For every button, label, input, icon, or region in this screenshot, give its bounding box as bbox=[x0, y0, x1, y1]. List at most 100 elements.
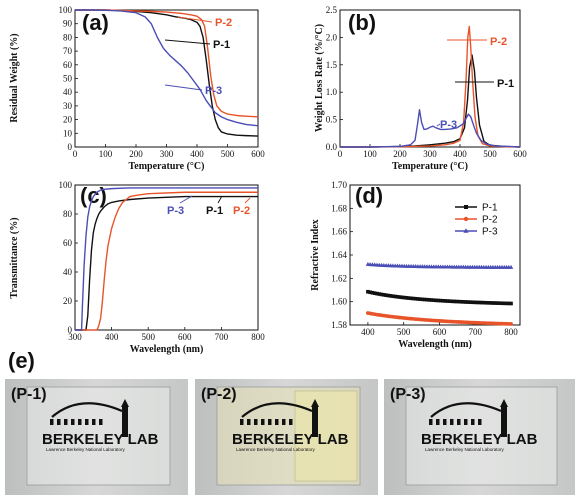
data-point-p-1 bbox=[468, 300, 472, 304]
data-point-p-1 bbox=[500, 301, 504, 306]
x-axis-label: Wavelength (nm) bbox=[398, 339, 472, 350]
data-point-p-1 bbox=[509, 301, 513, 306]
panel-refractive-index: 400 500 600 700 800 1.58 1.60 1.62 1.64 1.66 1.68 1… bbox=[310, 180, 521, 350]
x-tick-label: 500 bbox=[483, 149, 497, 159]
data-point-p-1 bbox=[427, 298, 432, 302]
x-tick-label: 300 bbox=[68, 332, 82, 342]
logo-column bbox=[429, 419, 433, 425]
logo-subtext: Lawrence Berkeley National Laboratory bbox=[46, 447, 126, 452]
logo-spire bbox=[311, 399, 319, 407]
data-point-p-1 bbox=[461, 300, 466, 304]
logo-arc bbox=[430, 402, 502, 418]
logo-tower bbox=[122, 407, 128, 437]
data-point-p-1 bbox=[441, 298, 445, 303]
x-tick-label: 100 bbox=[99, 149, 113, 159]
y-tick-label: 2.0 bbox=[326, 32, 338, 42]
series-annotation: P-1 bbox=[497, 78, 514, 90]
annotation-leader bbox=[164, 84, 203, 91]
data-point-p-1 bbox=[475, 300, 479, 305]
x-tick-label: 400 bbox=[190, 149, 204, 159]
logo-subtext: Lawrence Berkeley National Laboratory bbox=[425, 447, 505, 452]
annotation-leader bbox=[217, 195, 223, 204]
logo-column bbox=[64, 419, 68, 425]
logo-text: BERKELEY LAB bbox=[232, 431, 349, 448]
data-point-p-1 bbox=[434, 298, 438, 303]
y-tick-label: 1.66 bbox=[331, 227, 347, 237]
data-point-p-1 bbox=[502, 301, 507, 306]
x-tick-label: 600 bbox=[513, 149, 527, 159]
data-point-p-1 bbox=[466, 300, 470, 304]
data-point-p-1 bbox=[486, 301, 491, 305]
logo-tower bbox=[312, 407, 318, 437]
annotation-leader bbox=[436, 123, 441, 127]
data-point-p-1 bbox=[388, 294, 393, 298]
data-point-p-1 bbox=[504, 301, 509, 306]
logo-column bbox=[78, 419, 82, 425]
series-annotation: P-3 bbox=[205, 85, 222, 97]
y-tick-label: 90 bbox=[63, 19, 73, 29]
logo-arc bbox=[241, 402, 313, 418]
y-tick-label: 1.5 bbox=[326, 60, 338, 70]
logo-column bbox=[464, 419, 468, 425]
data-point-p-1 bbox=[375, 291, 379, 296]
y-tick-label: 1.0 bbox=[326, 87, 338, 97]
data-point-p-1 bbox=[411, 296, 416, 301]
legend-marker bbox=[463, 216, 469, 222]
data-point-p-1 bbox=[372, 291, 377, 295]
data-point-p-1 bbox=[429, 298, 434, 302]
legend-label: P-2 bbox=[482, 215, 498, 226]
x-tick-label: 0 bbox=[338, 149, 343, 159]
logo-column bbox=[50, 419, 54, 425]
data-point-p-1 bbox=[377, 292, 382, 296]
x-tick-label: 700 bbox=[469, 327, 483, 337]
x-tick-label: 700 bbox=[215, 332, 229, 342]
y-axis-label: Refractive Index bbox=[310, 219, 321, 290]
photo-label: (P-3) bbox=[390, 386, 426, 403]
x-tick-label: 500 bbox=[141, 332, 155, 342]
yellow-film bbox=[294, 390, 358, 482]
x-tick-label: 600 bbox=[433, 327, 447, 337]
y-tick-label: 1.62 bbox=[331, 273, 347, 283]
data-point-p-1 bbox=[431, 298, 436, 302]
logo-text: BERKELEY LAB bbox=[42, 431, 159, 448]
data-point-p-1 bbox=[391, 294, 395, 298]
logo-column bbox=[282, 419, 286, 425]
y-tick-label: 50 bbox=[63, 74, 73, 84]
data-point-p-2 bbox=[509, 322, 513, 326]
data-point-p-1 bbox=[406, 296, 411, 300]
data-point-p-1 bbox=[491, 301, 495, 305]
data-point-p-1 bbox=[463, 300, 468, 304]
x-tick-label: 400 bbox=[105, 332, 119, 342]
logo-column bbox=[71, 419, 75, 425]
logo-column bbox=[99, 419, 103, 425]
legend-label: P-3 bbox=[482, 227, 498, 238]
annotation-leader bbox=[177, 16, 213, 23]
y-axis-label: Transmittance (%) bbox=[9, 217, 20, 298]
series-annotation: P-3 bbox=[167, 205, 184, 217]
logo-column bbox=[289, 419, 293, 425]
y-tick-label: 1.58 bbox=[331, 320, 347, 330]
series-annotation: P-1 bbox=[213, 39, 230, 51]
data-point-p-1 bbox=[416, 297, 420, 301]
data-point-p-1 bbox=[393, 294, 397, 299]
data-point-p-1 bbox=[477, 300, 482, 305]
series-line-p-1 bbox=[340, 54, 521, 148]
x-tick-label: 500 bbox=[397, 327, 411, 337]
logo-column bbox=[457, 419, 461, 425]
y-tick-label: 0 bbox=[68, 142, 73, 152]
logo-column bbox=[247, 419, 251, 425]
data-point-p-1 bbox=[488, 301, 493, 305]
data-point-p-1 bbox=[436, 298, 441, 303]
data-point-p-1 bbox=[479, 300, 484, 305]
logo-text: BERKELEY LAB bbox=[421, 431, 538, 448]
x-tick-label: 100 bbox=[363, 149, 377, 159]
data-point-p-1 bbox=[382, 293, 386, 297]
logo-column bbox=[471, 419, 475, 425]
x-tick-label: 200 bbox=[393, 149, 407, 159]
series-line-p-3 bbox=[75, 9, 259, 127]
